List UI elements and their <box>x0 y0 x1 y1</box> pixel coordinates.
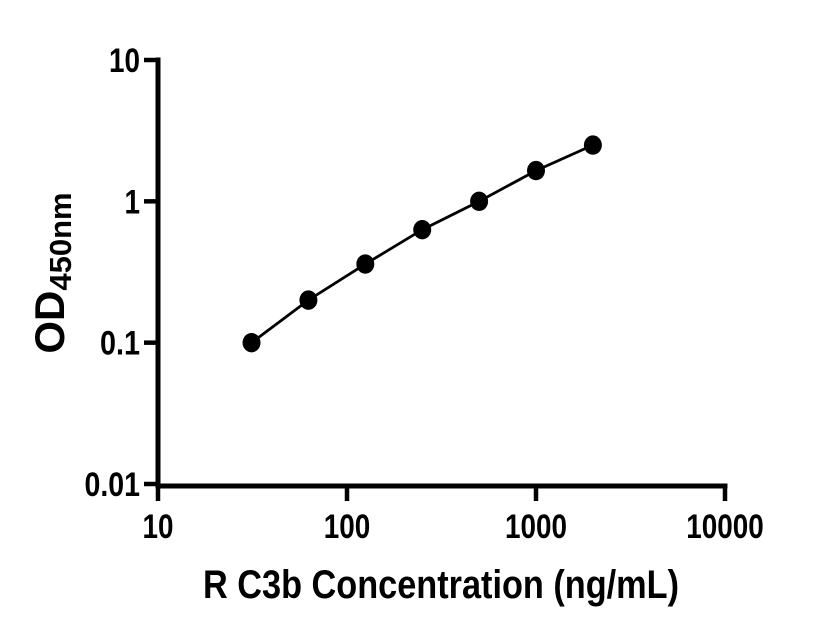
y-tick-label: 1 <box>125 183 141 221</box>
data-point-marker <box>583 135 602 155</box>
data-point-marker <box>413 219 432 240</box>
axes-layer: 10 100 1000 10000 10 1 0.1 0.01 <box>85 42 764 546</box>
data-point-marker <box>356 254 375 274</box>
data-point-marker <box>527 160 545 181</box>
x-axis-title: R C3b Concentration (ng/mL) <box>203 563 679 607</box>
y-axis-title-subscript: 450nm <box>43 192 78 290</box>
x-tick-label: 10000 <box>686 508 764 546</box>
y-tick-label: 0.1 <box>100 325 140 363</box>
x-tick-label: 1000 <box>505 508 567 546</box>
x-tick-label: 10 <box>143 508 174 546</box>
x-tick-label: 100 <box>324 508 371 546</box>
data-point-marker <box>470 191 489 212</box>
series-layer <box>242 135 602 353</box>
data-point-marker <box>242 332 261 353</box>
y-tick-label: 0.01 <box>85 466 141 504</box>
y-tick-label: 10 <box>109 42 140 80</box>
y-axis-title-main: OD <box>26 291 73 354</box>
y-axis-title: OD450nm <box>26 192 78 353</box>
data-point-marker <box>299 290 318 310</box>
